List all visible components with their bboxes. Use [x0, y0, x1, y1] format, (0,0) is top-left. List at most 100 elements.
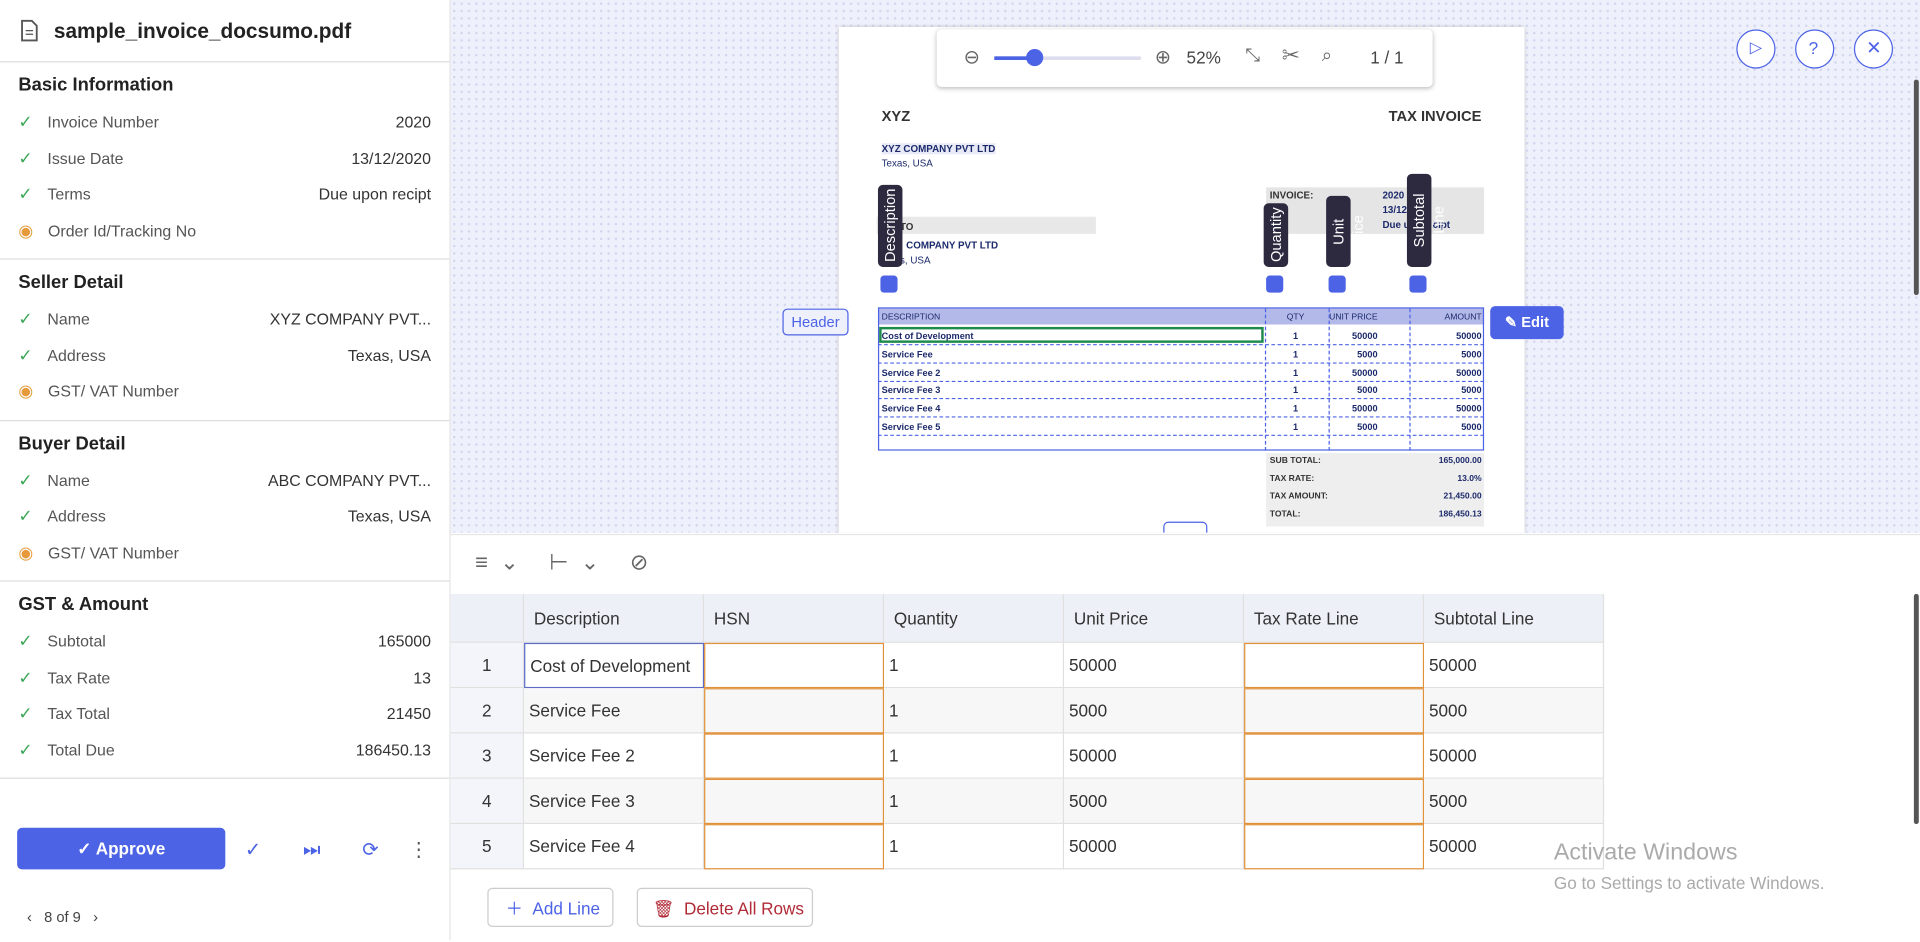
- add-line-button[interactable]: ＋ Add Line: [487, 887, 614, 927]
- field-row[interactable]: ✓ Invoice Number 2020: [18, 104, 431, 140]
- field-row[interactable]: ◉ GST/ VAT Number: [18, 373, 431, 409]
- grid-cell[interactable]: 1: [884, 778, 1065, 825]
- zoom-slider[interactable]: [1026, 48, 1044, 67]
- link-icon[interactable]: [1266, 275, 1284, 293]
- grid-cell[interactable]: [1244, 688, 1425, 734]
- approve-button[interactable]: ✓ Approve: [17, 827, 226, 870]
- field-label: Subtotal: [47, 632, 106, 651]
- grid-toolbar[interactable]: ≡⌄ ⊢⌄ ⊘: [475, 549, 661, 575]
- meta-label: INVOICE:: [1269, 189, 1314, 201]
- column-tag[interactable]: Subtotal Line: [1406, 173, 1447, 267]
- line-items-grid: Description HSN Quantity Unit Price Tax Rate…: [450, 593, 1920, 876]
- field-row[interactable]: ◉ GST/ VAT Number: [18, 534, 431, 570]
- invoice-cell: Service Fee 3: [881, 384, 941, 396]
- grid-cell[interactable]: [1244, 824, 1425, 870]
- grid-cell[interactable]: Service Fee 3: [524, 778, 705, 825]
- grid-cell[interactable]: [704, 778, 885, 825]
- grid-cell[interactable]: 5000: [1424, 688, 1605, 734]
- column-header: Quantity: [884, 593, 1065, 643]
- grid-cell[interactable]: [1244, 733, 1425, 779]
- field-row[interactable]: ✓ Address Texas, USA: [18, 498, 431, 534]
- grid-cell[interactable]: 1: [884, 733, 1065, 779]
- grid-cell[interactable]: [704, 824, 885, 870]
- field-value: XYZ COMPANY PVT...: [269, 310, 432, 329]
- column-tag[interactable]: Description: [877, 184, 903, 267]
- grid-cell[interactable]: 1: [884, 642, 1065, 689]
- column-tag[interactable]: Quantity: [1263, 203, 1289, 267]
- invoice-cell: 5000: [1357, 421, 1378, 433]
- grid-cell[interactable]: 50000: [1424, 642, 1605, 689]
- grid-cell[interactable]: [704, 688, 885, 734]
- grid-cell[interactable]: [1244, 642, 1425, 689]
- grid-cell[interactable]: 1: [884, 824, 1065, 870]
- field-row[interactable]: ✓ Tax Rate 13: [18, 659, 431, 695]
- section-title: Basic Information: [18, 74, 174, 96]
- grid-cell[interactable]: 1: [884, 688, 1065, 734]
- field-row[interactable]: ✓ Subtotal 165000: [18, 623, 431, 659]
- link-icon[interactable]: [1409, 275, 1427, 293]
- field-row[interactable]: ✓ Issue Date 13/12/2020: [18, 140, 431, 176]
- scrollbar: [1913, 79, 1919, 296]
- eye-icon: ◉: [18, 381, 34, 401]
- play-button[interactable]: ▷: [1736, 29, 1776, 69]
- field-row[interactable]: ✓ Tax Total 21450: [18, 696, 431, 732]
- add-line-label: Add Line: [532, 898, 601, 919]
- pager[interactable]: ‹ 8 of 9 ›: [26, 908, 98, 926]
- grid-cell[interactable]: Cost of Development: [524, 642, 705, 689]
- column-header: Description: [524, 593, 705, 643]
- meta-band: [1266, 187, 1485, 234]
- eye-icon: ◉: [18, 542, 34, 562]
- grid-cell[interactable]: 50000: [1424, 733, 1605, 779]
- invoice-cell: 50000: [1456, 330, 1482, 342]
- delete-rows-button[interactable]: 🗑 Delete All Rows: [636, 887, 814, 927]
- grid-cell[interactable]: 5000: [1424, 778, 1605, 825]
- field-label: Terms: [47, 185, 91, 204]
- resize-handle[interactable]: [1163, 521, 1208, 533]
- grid-cell[interactable]: 50000: [1064, 824, 1245, 870]
- grid-cell[interactable]: [704, 733, 885, 779]
- watermark-title: Activate Windows: [1553, 840, 1738, 866]
- close-button[interactable]: ✕: [1853, 29, 1894, 69]
- help-button[interactable]: ?: [1795, 29, 1835, 69]
- edit-button[interactable]: ✎ Edit: [1490, 306, 1564, 340]
- grid-cell[interactable]: Service Fee: [524, 688, 705, 734]
- field-row[interactable]: ✓ Terms Due upon recipt: [18, 176, 431, 212]
- grid-cell[interactable]: 5000: [1064, 688, 1245, 734]
- field-row[interactable]: ✓ Name XYZ COMPANY PVT...: [18, 301, 431, 337]
- viewer-toolbar: ⊖ ⊕ 52% ⤡✂⌕ 1 / 1: [936, 29, 1433, 87]
- grid-cell[interactable]: 50000: [1064, 733, 1245, 779]
- grid-cell[interactable]: 50000: [1424, 824, 1605, 870]
- grid-cell[interactable]: 50000: [1064, 642, 1245, 689]
- grid-cell[interactable]: [1244, 778, 1425, 825]
- grid-cell[interactable]: [704, 642, 885, 689]
- selected-cell: [879, 326, 1264, 343]
- grid-cell[interactable]: Service Fee 4: [524, 824, 705, 870]
- header-tag[interactable]: Header: [782, 308, 849, 336]
- field-row[interactable]: ✓ Address Texas, USA: [18, 337, 431, 373]
- field-label: Name: [47, 310, 90, 329]
- invoice-cell: 1: [1292, 348, 1299, 360]
- invoice-column: AMOUNT: [1444, 313, 1482, 323]
- invoice-cell: 5000: [1357, 384, 1378, 396]
- invoice-column: UNIT PRICE: [1329, 313, 1378, 323]
- total-value: 21,450.00: [1443, 492, 1482, 501]
- grid-cell[interactable]: 5000: [1064, 778, 1245, 825]
- link-icon[interactable]: [880, 275, 898, 293]
- field-row[interactable]: ✓ Total Due 186450.13: [18, 732, 431, 768]
- scrollbar: [1913, 593, 1919, 825]
- row-number: 4: [450, 778, 525, 825]
- link-icon[interactable]: [1328, 275, 1346, 293]
- total-label: TOTAL:: [1269, 510, 1301, 519]
- column-tag[interactable]: Unit Price: [1326, 195, 1367, 267]
- section-title: Seller Detail: [18, 271, 124, 293]
- more-button[interactable]: ⋮: [408, 840, 429, 861]
- invoice-column: QTY: [1286, 313, 1305, 323]
- field-row[interactable]: ◉ Order Id/Tracking No: [18, 212, 431, 248]
- field-row[interactable]: ✓ Name ABC COMPANY PVT...: [18, 462, 431, 498]
- field-value: Texas, USA: [347, 346, 432, 365]
- row-number: 1: [450, 642, 525, 689]
- check-icon: ✓: [18, 630, 33, 651]
- grid-cell[interactable]: Service Fee 2: [524, 733, 705, 779]
- action-icons[interactable]: ✓⏭⟳: [244, 840, 421, 861]
- field-label: Total Due: [47, 740, 115, 759]
